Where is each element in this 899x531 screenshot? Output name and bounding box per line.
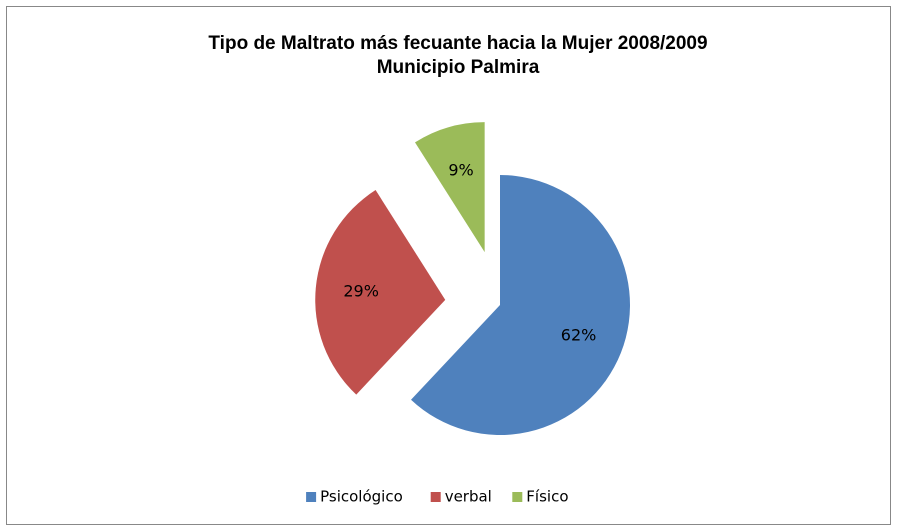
legend-label: Psicológico (320, 488, 403, 506)
chart-title: Tipo de Maltrato más fecuante hacia la M… (208, 33, 707, 54)
pie-slice (414, 122, 485, 253)
data-label: 29% (343, 281, 379, 300)
legend-swatch (430, 492, 441, 502)
chart-subtitle: Municipio Palmira (377, 57, 540, 78)
legend-label: Físico (526, 488, 568, 506)
legend-swatch (306, 492, 317, 502)
chart-border (6, 6, 891, 525)
data-label: 9% (448, 161, 473, 180)
legend-label: verbal (445, 488, 492, 506)
data-label: 62% (561, 326, 597, 345)
pie-slice (411, 175, 630, 436)
pie-slice (315, 190, 446, 395)
legend-swatch (512, 492, 523, 502)
